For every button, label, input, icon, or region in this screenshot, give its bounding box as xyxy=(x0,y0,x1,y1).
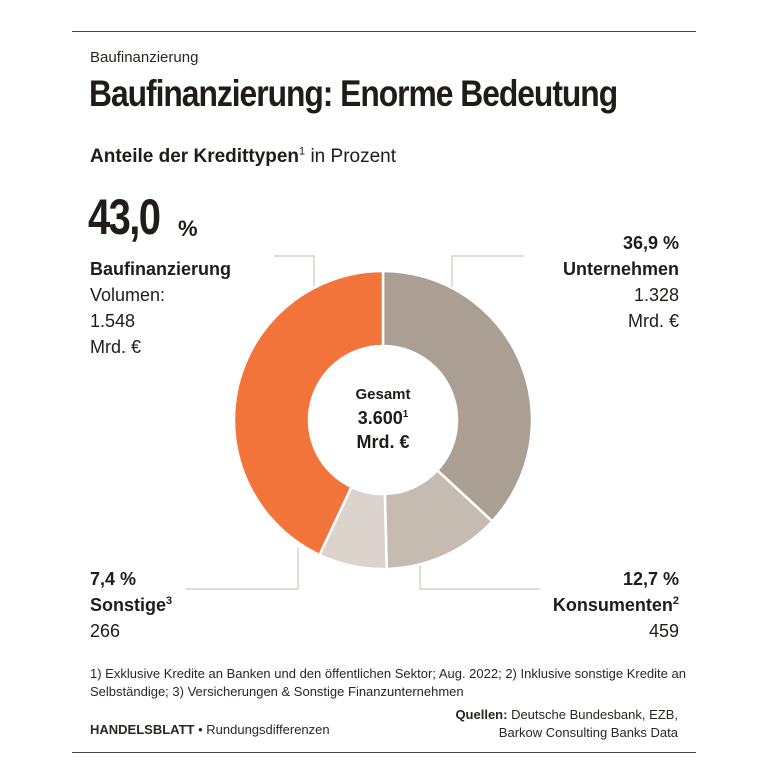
subtitle-bold: Anteile der Kredittypen xyxy=(90,146,300,167)
leader-konsumenten xyxy=(419,555,540,590)
chart-subtitle: Anteile der Kredittypen1 in Prozent xyxy=(90,146,396,168)
donut-center-label: Gesamt 3.6001 Mrd. € xyxy=(335,384,431,454)
donut-slice-baufinanzierung xyxy=(232,269,385,557)
center-total-value: 3.6001 xyxy=(335,406,431,430)
unternehmen-volume-value: 1.328 xyxy=(633,285,679,305)
baufinanzierung-volume-label: Volumen: xyxy=(90,285,166,305)
baufinanzierung-pct-value: 43,0 xyxy=(88,189,161,245)
sources-line-2: Barkow Consulting Banks Data xyxy=(498,725,678,740)
leader-unternehmen xyxy=(451,255,524,296)
bottom-rule xyxy=(72,752,696,753)
unternehmen-name: Unternehmen xyxy=(562,259,679,279)
leader-baufinanzierung xyxy=(274,255,315,296)
top-rule xyxy=(72,31,696,32)
baufinanzierung-name: Baufinanzierung xyxy=(90,259,232,279)
konsumenten-footnote-mark: 2 xyxy=(672,595,679,607)
konsumenten-pct: 12,7 % xyxy=(622,569,679,589)
unternehmen-pct: 36,9 % xyxy=(622,233,679,253)
label-baufinanzierung-pct: 43,0% xyxy=(88,188,198,246)
chart-title: Baufinanzierung: Enorme Bedeutung xyxy=(89,73,618,114)
donut-slices xyxy=(232,269,534,571)
sonstige-pct: 7,4 % xyxy=(90,569,137,589)
baufinanzierung-volume-unit: Mrd. € xyxy=(90,337,142,357)
sources: Quellen: Deutsche Bundesbank, EZB, Barko… xyxy=(455,706,678,742)
brand-note: • Rundungsdifferenzen xyxy=(194,722,330,737)
label-konsumenten: 12,7 % Konsumenten2 459 xyxy=(553,566,679,644)
brand-name: HANDELSBLATT xyxy=(90,722,195,737)
sonstige-footnote-mark: 3 xyxy=(166,595,173,607)
sonstige-volume-value: 266 xyxy=(90,621,121,641)
sources-label: Quellen: xyxy=(455,707,508,722)
donut-slice-unternehmen xyxy=(381,269,534,524)
footnote: 1) Exklusive Kredite an Banken und den ö… xyxy=(90,666,686,699)
center-total-label: Gesamt xyxy=(355,386,411,403)
baufinanzierung-pct-unit: % xyxy=(178,216,198,241)
leader-lines xyxy=(186,255,540,590)
sonstige-name: Sonstige3 xyxy=(90,592,172,618)
label-sonstige: 7,4 % Sonstige3 266 xyxy=(90,566,172,644)
center-footnote-mark: 1 xyxy=(402,409,409,420)
leader-sonstige xyxy=(186,548,299,590)
baufinanzierung-volume-value: 1.548 xyxy=(90,311,136,331)
subtitle-footnote-mark: 1 xyxy=(299,145,306,158)
konsumenten-volume-value: 459 xyxy=(648,621,679,641)
brand-line: HANDELSBLATT • Rundungsdifferenzen xyxy=(90,722,330,737)
konsumenten-name: Konsumenten2 xyxy=(553,592,679,618)
sonstige-name-text: Sonstige xyxy=(90,595,167,615)
konsumenten-name-text: Konsumenten xyxy=(552,595,673,615)
kicker: Baufinanzierung xyxy=(90,49,199,66)
label-baufinanzierung: Baufinanzierung Volumen: 1.548 Mrd. € xyxy=(90,256,231,360)
sources-line-1: Quellen: Deutsche Bundesbank, EZB, xyxy=(455,706,678,724)
center-total-number: 3.600 xyxy=(357,408,403,428)
center-total-unit: Mrd. € xyxy=(356,432,410,452)
label-unternehmen: 36,9 % Unternehmen 1.328 Mrd. € xyxy=(563,230,679,334)
subtitle-rest: in Prozent xyxy=(305,146,396,167)
unternehmen-volume-unit: Mrd. € xyxy=(627,311,679,331)
sources-text-1: Deutsche Bundesbank, EZB, xyxy=(507,707,678,722)
